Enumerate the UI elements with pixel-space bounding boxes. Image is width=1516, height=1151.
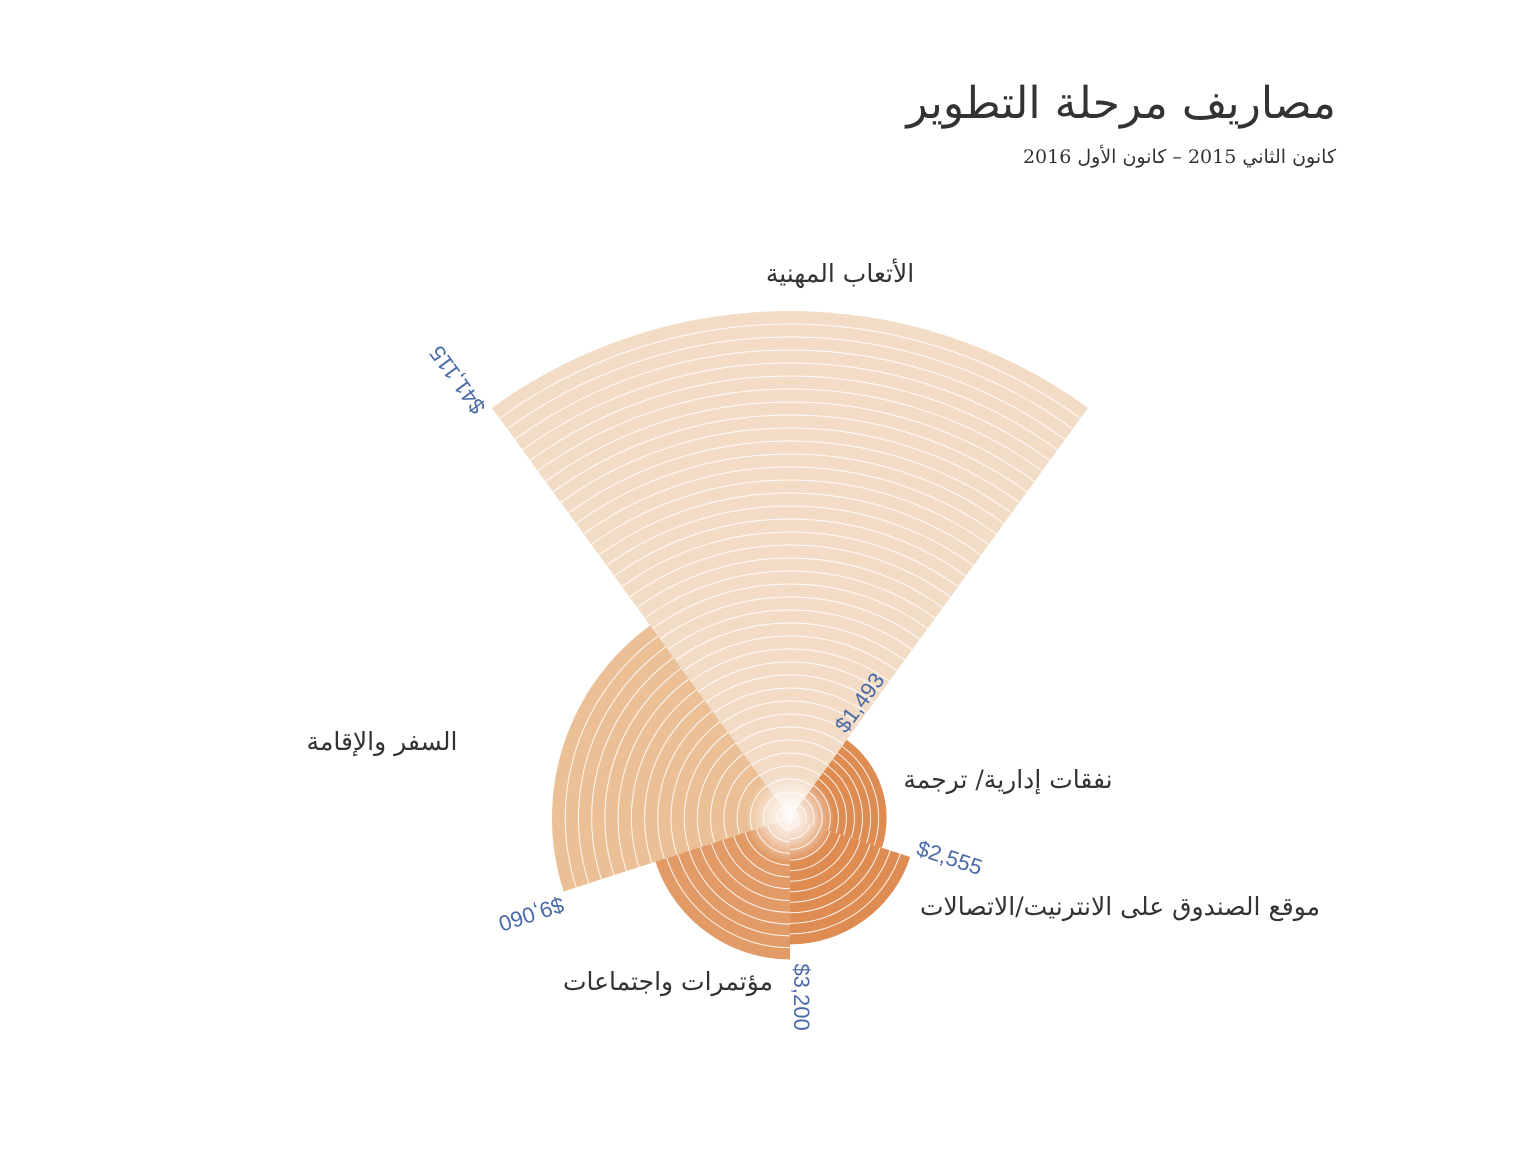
wedge-ring bbox=[733, 836, 791, 878]
wedge-ring bbox=[759, 765, 821, 777]
value-label: $2,555 bbox=[914, 835, 986, 880]
wedge-ring bbox=[667, 609, 913, 651]
wedge-ring bbox=[598, 492, 982, 556]
wedge-ring bbox=[644, 699, 705, 864]
wedge-ring bbox=[677, 854, 791, 937]
wedge-ring bbox=[560, 427, 1020, 503]
wedge-ring bbox=[841, 745, 880, 846]
wedge-4 bbox=[552, 625, 790, 892]
wedge-fill bbox=[491, 311, 1089, 818]
wedge-ring bbox=[722, 839, 791, 890]
value-label: $9,060 bbox=[496, 892, 568, 937]
chart-title: مصاريف مرحلة التطوير bbox=[906, 78, 1336, 129]
wedge-ring bbox=[652, 583, 928, 630]
wedge-ring bbox=[591, 479, 989, 545]
wedge-fill bbox=[655, 818, 790, 960]
wedge-ring bbox=[789, 850, 891, 924]
value-label: $3,200 bbox=[789, 963, 814, 1030]
category-label: الأتعاب المهنية bbox=[766, 257, 914, 289]
wedge-ring bbox=[827, 765, 855, 839]
wedge-ring bbox=[659, 596, 921, 640]
wedge-ring bbox=[789, 853, 901, 935]
wedge-ring bbox=[789, 840, 861, 893]
wedge-ring bbox=[713, 687, 867, 714]
wedge-ring bbox=[617, 678, 690, 872]
wedge-ring bbox=[751, 752, 829, 766]
wedge-ring bbox=[710, 753, 744, 843]
wedge-ring bbox=[789, 843, 871, 903]
wedge-ring bbox=[723, 764, 752, 839]
wedge-ring bbox=[683, 732, 729, 851]
wedge-ring bbox=[514, 349, 1066, 440]
category-label: مؤتمرات واجتماعات bbox=[563, 967, 773, 997]
wedge-ring bbox=[698, 661, 882, 693]
wedge-ring bbox=[736, 726, 844, 745]
wedge-ring bbox=[568, 440, 1012, 514]
center-glow bbox=[745, 773, 835, 863]
wedge-ring bbox=[688, 850, 791, 925]
wedge-ring bbox=[578, 646, 666, 884]
wedge-ring bbox=[644, 570, 936, 619]
wedge-ring bbox=[529, 375, 1051, 461]
wedge-ring bbox=[720, 700, 860, 724]
wedge-ring bbox=[736, 774, 760, 835]
wedge-ring bbox=[822, 772, 847, 836]
wedge-ring bbox=[711, 843, 791, 902]
wedge-ring bbox=[675, 622, 905, 661]
wedge-ring bbox=[818, 778, 839, 834]
wedge-ring bbox=[629, 544, 951, 598]
wedge-ring bbox=[837, 752, 871, 844]
value-label: $41,115 bbox=[424, 341, 490, 419]
category-label: السفر والإقامة bbox=[307, 727, 458, 757]
wedge-ring bbox=[545, 401, 1035, 482]
wedge-ring bbox=[613, 518, 967, 577]
wedge-ring bbox=[832, 758, 863, 841]
wedge-ring bbox=[789, 834, 841, 872]
wedge-ring bbox=[682, 635, 898, 672]
wedge-ring bbox=[522, 362, 1058, 451]
wedge-ring bbox=[630, 689, 698, 868]
wedge-ring bbox=[696, 742, 736, 847]
wedge-ring bbox=[583, 466, 997, 535]
category-label: موقع الصندوق على الانترنيت/الاتصالات bbox=[920, 892, 1320, 922]
wedge-ring bbox=[564, 635, 659, 888]
wedge-ring bbox=[606, 505, 974, 566]
wedge-ring bbox=[690, 648, 890, 682]
wedge-ring bbox=[575, 453, 1005, 524]
wedge-0 bbox=[491, 311, 1089, 818]
wedge-ring bbox=[789, 847, 881, 914]
wedge-ring bbox=[657, 710, 713, 860]
wedge-ring bbox=[666, 857, 791, 949]
wedge-ring bbox=[604, 667, 682, 876]
category-label: نفقات إدارية/ ترجمة bbox=[903, 765, 1112, 795]
wedge-ring bbox=[699, 846, 791, 913]
wedge-ring bbox=[789, 837, 851, 882]
wedge-ring bbox=[621, 531, 959, 588]
wedge-ring bbox=[591, 657, 674, 880]
wedge-ring bbox=[744, 832, 791, 866]
wedge-ring bbox=[552, 414, 1028, 493]
chart-subtitle: كانون الثاني 2015 – كانون الأول 2016 bbox=[1022, 146, 1336, 168]
wedge-ring bbox=[499, 323, 1081, 419]
wedge-ring bbox=[506, 336, 1074, 430]
wedge-ring bbox=[670, 721, 721, 855]
wedge-ring bbox=[636, 557, 944, 609]
wedge-ring bbox=[743, 739, 837, 756]
wedge-fill bbox=[552, 625, 790, 892]
wedge-ring bbox=[705, 674, 875, 703]
wedge-ring bbox=[537, 388, 1043, 472]
wedge-ring bbox=[728, 713, 852, 735]
